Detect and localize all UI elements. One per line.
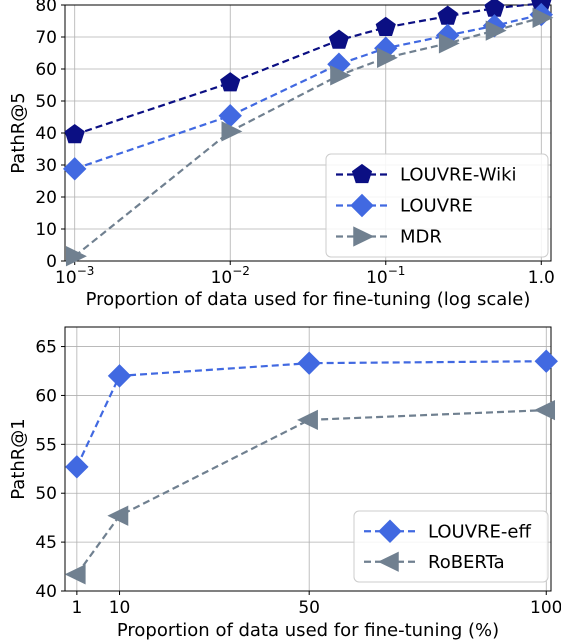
x-axis-title: Proportion of data used for fine-tuning …: [86, 289, 531, 310]
data-point: [484, 0, 505, 17]
data-point: [437, 5, 458, 25]
y-tick-label: 40: [35, 582, 57, 602]
x-axis-title: Proportion of data used for fine-tuning …: [117, 620, 499, 641]
data-point: [64, 123, 85, 144]
x-tick-label: 1: [71, 598, 82, 618]
y-tick-label: 10: [35, 220, 57, 240]
legend-label: MDR: [400, 227, 442, 248]
y-tick-label: 45: [35, 533, 57, 553]
legend-marker: [378, 519, 402, 543]
data-point: [297, 409, 318, 431]
y-tick-label: 65: [35, 338, 57, 358]
data-point: [65, 455, 89, 479]
data-point: [377, 47, 398, 68]
data-point: [297, 351, 321, 375]
y-tick-label: 55: [35, 435, 57, 455]
y-tick-label: 50: [35, 92, 57, 112]
chart-panel-1: 0 10 20 30 40 50 60 70 80 10−3 10−2 10−1 1.0Proporti…: [8, 0, 555, 310]
data-point: [220, 72, 241, 92]
legend-frame: [325, 153, 549, 258]
x-tick-label: 100: [530, 598, 561, 618]
x-tick-label: 1.0: [528, 268, 555, 288]
y-tick-label: 70: [35, 28, 57, 48]
data-point: [532, 7, 554, 28]
data-point: [375, 16, 396, 36]
legend-marker: [350, 193, 374, 218]
data-point: [534, 399, 556, 421]
legend-frame: [353, 510, 549, 583]
data-point: [64, 564, 86, 585]
plot-frame: [64, 326, 552, 592]
legend-marker: [353, 226, 375, 247]
data-point: [328, 29, 350, 49]
chart-panel-2: 40 45 50 55 60 65 1 10 50 100 Proportion of data u…: [8, 326, 561, 641]
legend-label: LOUVRE-Wiki: [400, 165, 517, 186]
series-line: [75, 409, 547, 576]
legend-marker: [377, 551, 399, 572]
y-tick-label: 60: [35, 60, 57, 80]
data-point: [107, 364, 132, 388]
data-point: [65, 246, 87, 267]
legend: LOUVRE-eff RoBERTa: [353, 510, 549, 583]
y-tick-label: 80: [35, 0, 57, 16]
data-point: [107, 505, 129, 526]
y-axis-title: PathR@1: [8, 418, 29, 500]
legend-label: LOUVRE: [400, 196, 473, 217]
legend-marker: [351, 163, 373, 184]
y-axis-title: PathR@5: [8, 92, 29, 174]
data-point: [438, 33, 460, 54]
data-point: [221, 121, 243, 142]
x-tick-label: 10: [109, 598, 131, 618]
series-line: [75, 360, 547, 468]
x-tick-label: 10−2: [211, 264, 250, 288]
x-tick-label: 10−3: [55, 264, 94, 288]
data-point: [63, 157, 87, 181]
legend-label: RoBERTa: [428, 552, 505, 573]
series-louvre-wiki: [64, 0, 552, 144]
series-louvre-eff: [65, 349, 558, 479]
y-tick-label: 30: [35, 156, 57, 176]
y-tick-label: 0: [46, 252, 57, 272]
y-tick-label: 50: [35, 484, 57, 504]
legend: LOUVRE-Wiki LOUVRE MDR: [325, 153, 549, 258]
y-tick-label: 20: [35, 188, 57, 208]
data-point: [534, 349, 558, 373]
series-roberta: [64, 399, 556, 585]
data-point: [485, 20, 507, 41]
series-mdr: [65, 7, 554, 267]
x-tick-label: 50: [298, 598, 320, 618]
y-tick-label: 60: [35, 386, 57, 406]
legend-label: LOUVRE-eff: [428, 521, 531, 542]
y-tick-label: 40: [35, 124, 57, 144]
x-tick-label: 10−1: [366, 264, 405, 288]
data-point: [330, 65, 352, 86]
